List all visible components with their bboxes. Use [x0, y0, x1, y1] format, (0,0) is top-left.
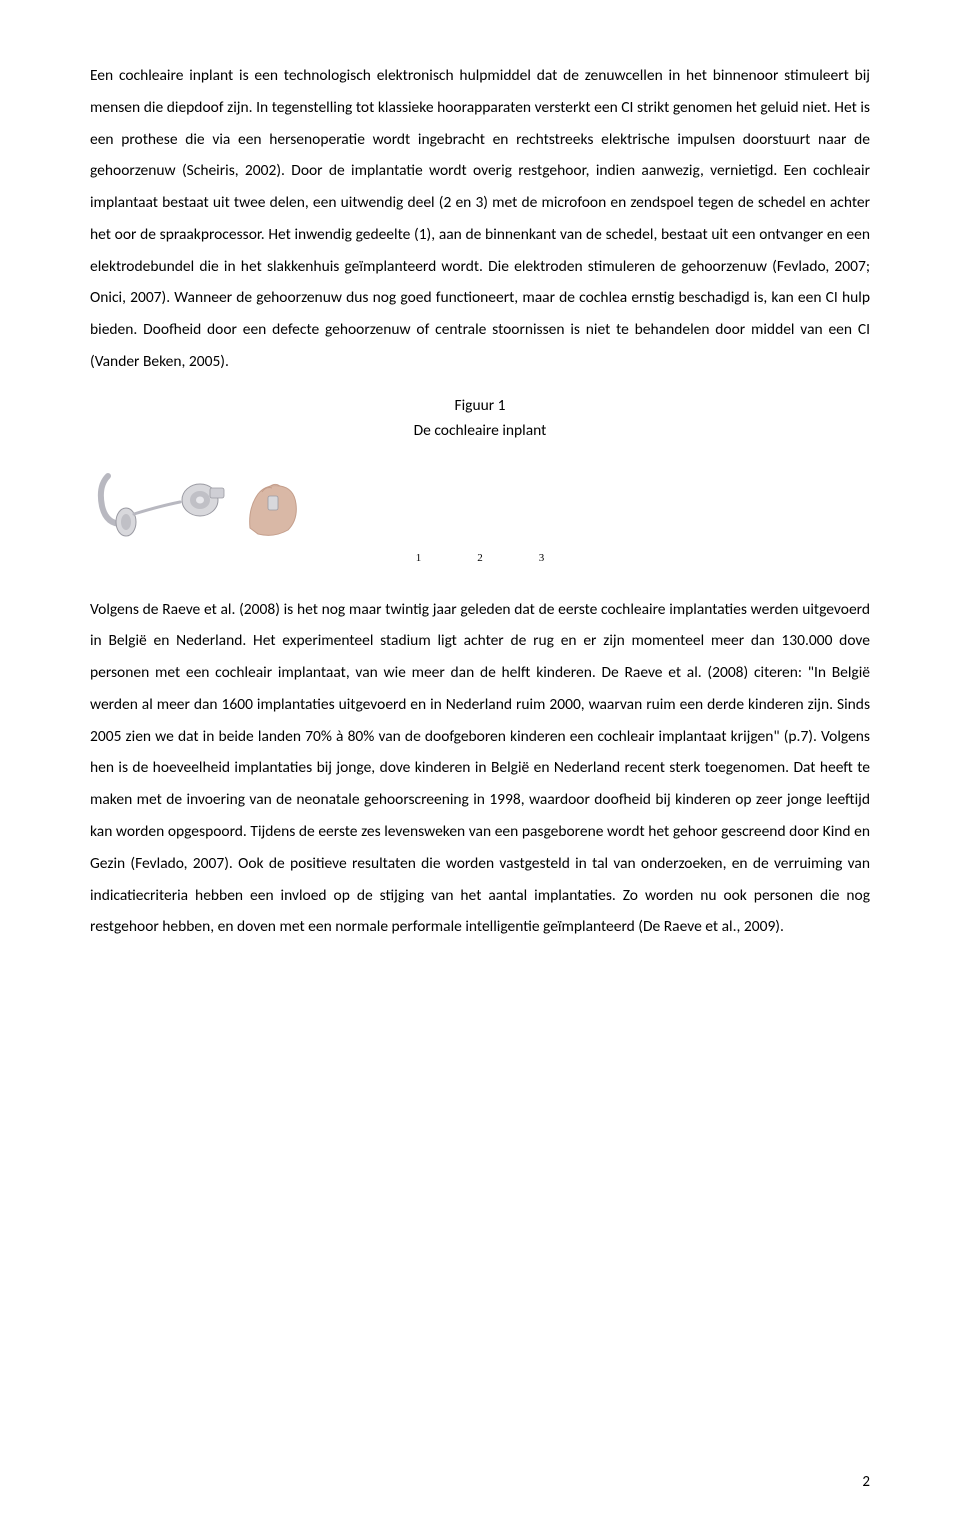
document-page: Een cochleaire inplant is een technologi…: [0, 0, 960, 1521]
page-number: 2: [862, 1473, 870, 1491]
figure-title: Figuur 1: [90, 396, 870, 415]
figure-label-2: 2: [477, 552, 483, 564]
paragraph-2: Volgens de Raeve et al. (2008) is het no…: [90, 594, 870, 943]
paragraph-1: Een cochleaire inplant is een technologi…: [90, 60, 870, 378]
figure-part-labels: 1 2 3: [90, 552, 870, 564]
figure-label-3: 3: [539, 552, 545, 564]
figure-image: [90, 458, 870, 548]
figure-label-1: 1: [416, 552, 422, 564]
figure-caption: De cochleaire inplant: [90, 421, 870, 440]
